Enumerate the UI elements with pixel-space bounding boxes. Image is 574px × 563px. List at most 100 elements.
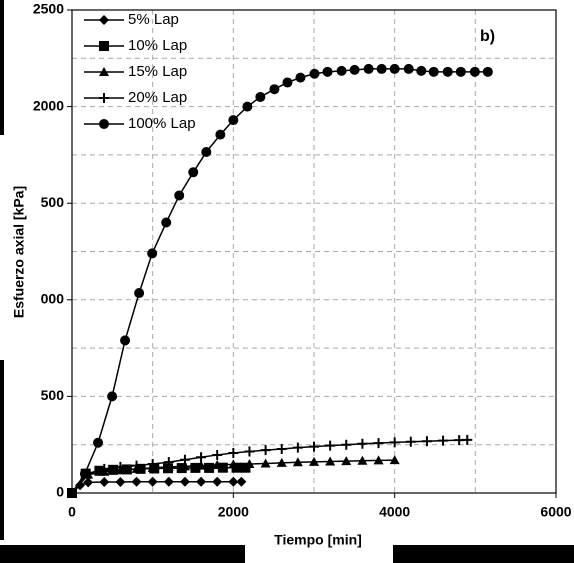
y-tick-label: 0 xyxy=(56,484,64,500)
marker xyxy=(389,437,400,448)
marker xyxy=(309,456,319,466)
marker xyxy=(309,68,320,79)
marker xyxy=(79,468,90,479)
marker xyxy=(93,437,104,448)
legend-marker xyxy=(99,67,109,76)
y-axis-label: Esfuerzo axial [kPa] xyxy=(11,186,27,318)
marker xyxy=(242,101,253,112)
marker xyxy=(131,460,142,471)
x-axis-label: Tiempo [min] xyxy=(274,532,362,548)
crop-edge xyxy=(0,0,4,135)
legend-label: 10% Lap xyxy=(128,37,187,54)
marker xyxy=(196,476,207,487)
marker xyxy=(405,436,416,447)
marker xyxy=(292,457,303,467)
marker xyxy=(188,167,199,178)
marker xyxy=(196,460,207,470)
marker xyxy=(147,459,158,470)
marker xyxy=(376,63,387,74)
marker xyxy=(389,455,400,465)
marker xyxy=(179,461,190,471)
y-tick-label: 000 xyxy=(41,291,65,307)
marker xyxy=(190,462,201,473)
marker xyxy=(228,476,239,487)
marker xyxy=(163,457,174,468)
marker xyxy=(373,455,384,465)
marker xyxy=(228,459,239,469)
marker xyxy=(322,66,333,77)
marker xyxy=(455,66,466,77)
marker xyxy=(349,64,360,75)
y-tick-label: 500 xyxy=(41,194,65,210)
marker xyxy=(196,452,207,463)
marker xyxy=(373,438,384,449)
y-tick-label: 2000 xyxy=(33,97,64,113)
marker xyxy=(357,438,368,449)
marker xyxy=(341,456,352,466)
marker xyxy=(325,440,336,451)
marker xyxy=(428,66,439,77)
marker xyxy=(389,63,400,74)
marker xyxy=(341,439,352,450)
x-tick-label: 2000 xyxy=(218,504,249,520)
marker xyxy=(147,476,158,487)
marker xyxy=(120,335,131,346)
crop-edge xyxy=(393,545,574,563)
marker xyxy=(416,65,427,76)
legend-label: 15% Lap xyxy=(128,63,187,80)
marker xyxy=(131,476,142,487)
crop-edge xyxy=(0,545,245,563)
marker xyxy=(108,464,119,475)
marker xyxy=(276,457,287,467)
marker xyxy=(255,91,266,102)
marker xyxy=(244,459,255,469)
legend-label: 5% Lap xyxy=(128,11,179,28)
legend-label: 20% Lap xyxy=(128,89,187,106)
marker xyxy=(282,77,293,88)
series-line xyxy=(71,68,488,494)
legend-marker xyxy=(99,41,109,51)
marker xyxy=(107,391,118,402)
marker xyxy=(115,461,126,472)
marker xyxy=(212,459,223,469)
marker xyxy=(269,84,280,95)
marker xyxy=(134,288,145,299)
annotation: b) xyxy=(480,28,495,45)
marker xyxy=(292,442,303,453)
marker xyxy=(163,476,174,487)
marker xyxy=(83,477,94,488)
y-tick-label: 500 xyxy=(41,387,65,403)
marker xyxy=(363,63,374,74)
legend-marker xyxy=(99,119,109,129)
marker xyxy=(421,436,432,447)
legend-marker xyxy=(99,93,109,103)
marker xyxy=(357,455,368,465)
marker xyxy=(260,445,271,456)
marker xyxy=(309,441,319,452)
legend: 5% Lap 10% Lap 15% Lap 20% Lap 100% Lap xyxy=(84,11,196,132)
marker xyxy=(147,248,158,259)
legend-label: 100% Lap xyxy=(128,115,196,132)
marker xyxy=(228,448,239,459)
marker xyxy=(403,63,414,74)
marker xyxy=(179,454,190,465)
marker xyxy=(174,190,185,201)
marker xyxy=(179,476,190,487)
marker xyxy=(469,66,480,77)
x-tick-label: 0 xyxy=(68,504,76,520)
marker xyxy=(67,488,77,498)
marker xyxy=(99,476,110,487)
y-tick-label: 2500 xyxy=(33,1,64,17)
marker xyxy=(462,434,473,445)
x-tick-label: 4000 xyxy=(379,504,410,520)
marker xyxy=(438,435,449,446)
marker xyxy=(201,147,212,158)
marker xyxy=(295,72,306,83)
marker xyxy=(260,458,271,468)
marker xyxy=(212,449,223,460)
marker xyxy=(99,463,110,474)
marker xyxy=(336,65,347,76)
x-tick-label: 6000 xyxy=(540,504,571,520)
marker xyxy=(215,129,226,140)
